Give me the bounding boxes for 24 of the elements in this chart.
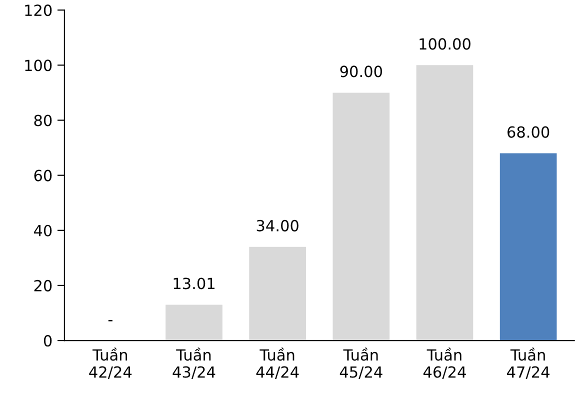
text: - [108,320,112,322]
y-tick-label: 60 [34,170,52,182]
x-tick-label: Tuần 46/24 [423,348,466,380]
y-tick-label: 0 [44,335,52,347]
y-tick-label: 120 [25,4,52,16]
data-label: 13.01 [174,278,214,290]
data-label: 34.00 [256,220,298,232]
data-label: 100.00 [420,38,470,50]
bar [249,246,306,341]
data-label: 68.00 [508,126,550,138]
bar [332,92,390,341]
x-tick-label: Tuần 44/24 [256,348,299,380]
y-tick-label: 20 [34,280,52,292]
bar [166,304,222,341]
y-tick-label: 40 [34,224,52,236]
x-tick-label: Tuần 45/24 [340,348,382,380]
x-tick-label: Tuần 43/24 [172,348,216,380]
y-tick-label: 80 [34,114,52,126]
bar [500,153,557,341]
data-label: 90.00 [340,66,382,78]
x-tick-label: Tuần 47/24 [507,348,550,380]
bar [416,65,474,341]
x-tick-label: Tuần 42/24 [89,348,132,380]
y-tick-label: 100 [25,60,52,72]
